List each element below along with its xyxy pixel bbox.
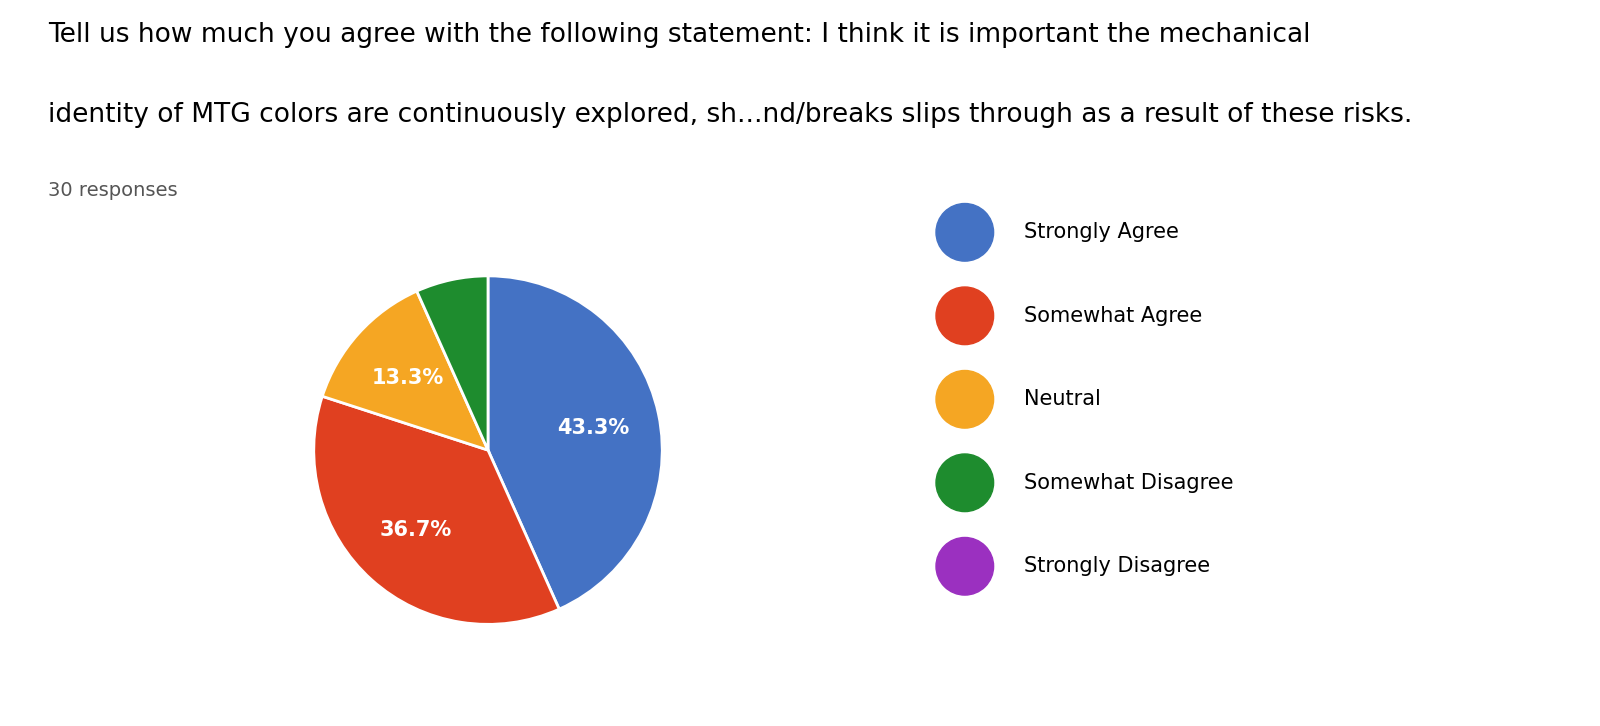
Text: identity of MTG colors are continuously explored, sh...nd/breaks slips through a: identity of MTG colors are continuously … [48, 102, 1413, 128]
Text: Tell us how much you agree with the following statement: I think it is important: Tell us how much you agree with the foll… [48, 22, 1310, 48]
Text: 36.7%: 36.7% [379, 521, 451, 540]
Text: Neutral: Neutral [1024, 389, 1101, 409]
Text: 43.3%: 43.3% [557, 417, 630, 438]
Wedge shape [314, 396, 560, 624]
Text: 13.3%: 13.3% [371, 368, 443, 388]
Text: Strongly Disagree: Strongly Disagree [1024, 556, 1210, 576]
Text: Somewhat Disagree: Somewhat Disagree [1024, 473, 1234, 493]
Wedge shape [488, 276, 662, 609]
Text: Somewhat Agree: Somewhat Agree [1024, 306, 1202, 326]
Wedge shape [322, 291, 488, 450]
Wedge shape [416, 276, 488, 450]
Text: 30 responses: 30 responses [48, 182, 178, 200]
Text: Strongly Agree: Strongly Agree [1024, 222, 1179, 242]
